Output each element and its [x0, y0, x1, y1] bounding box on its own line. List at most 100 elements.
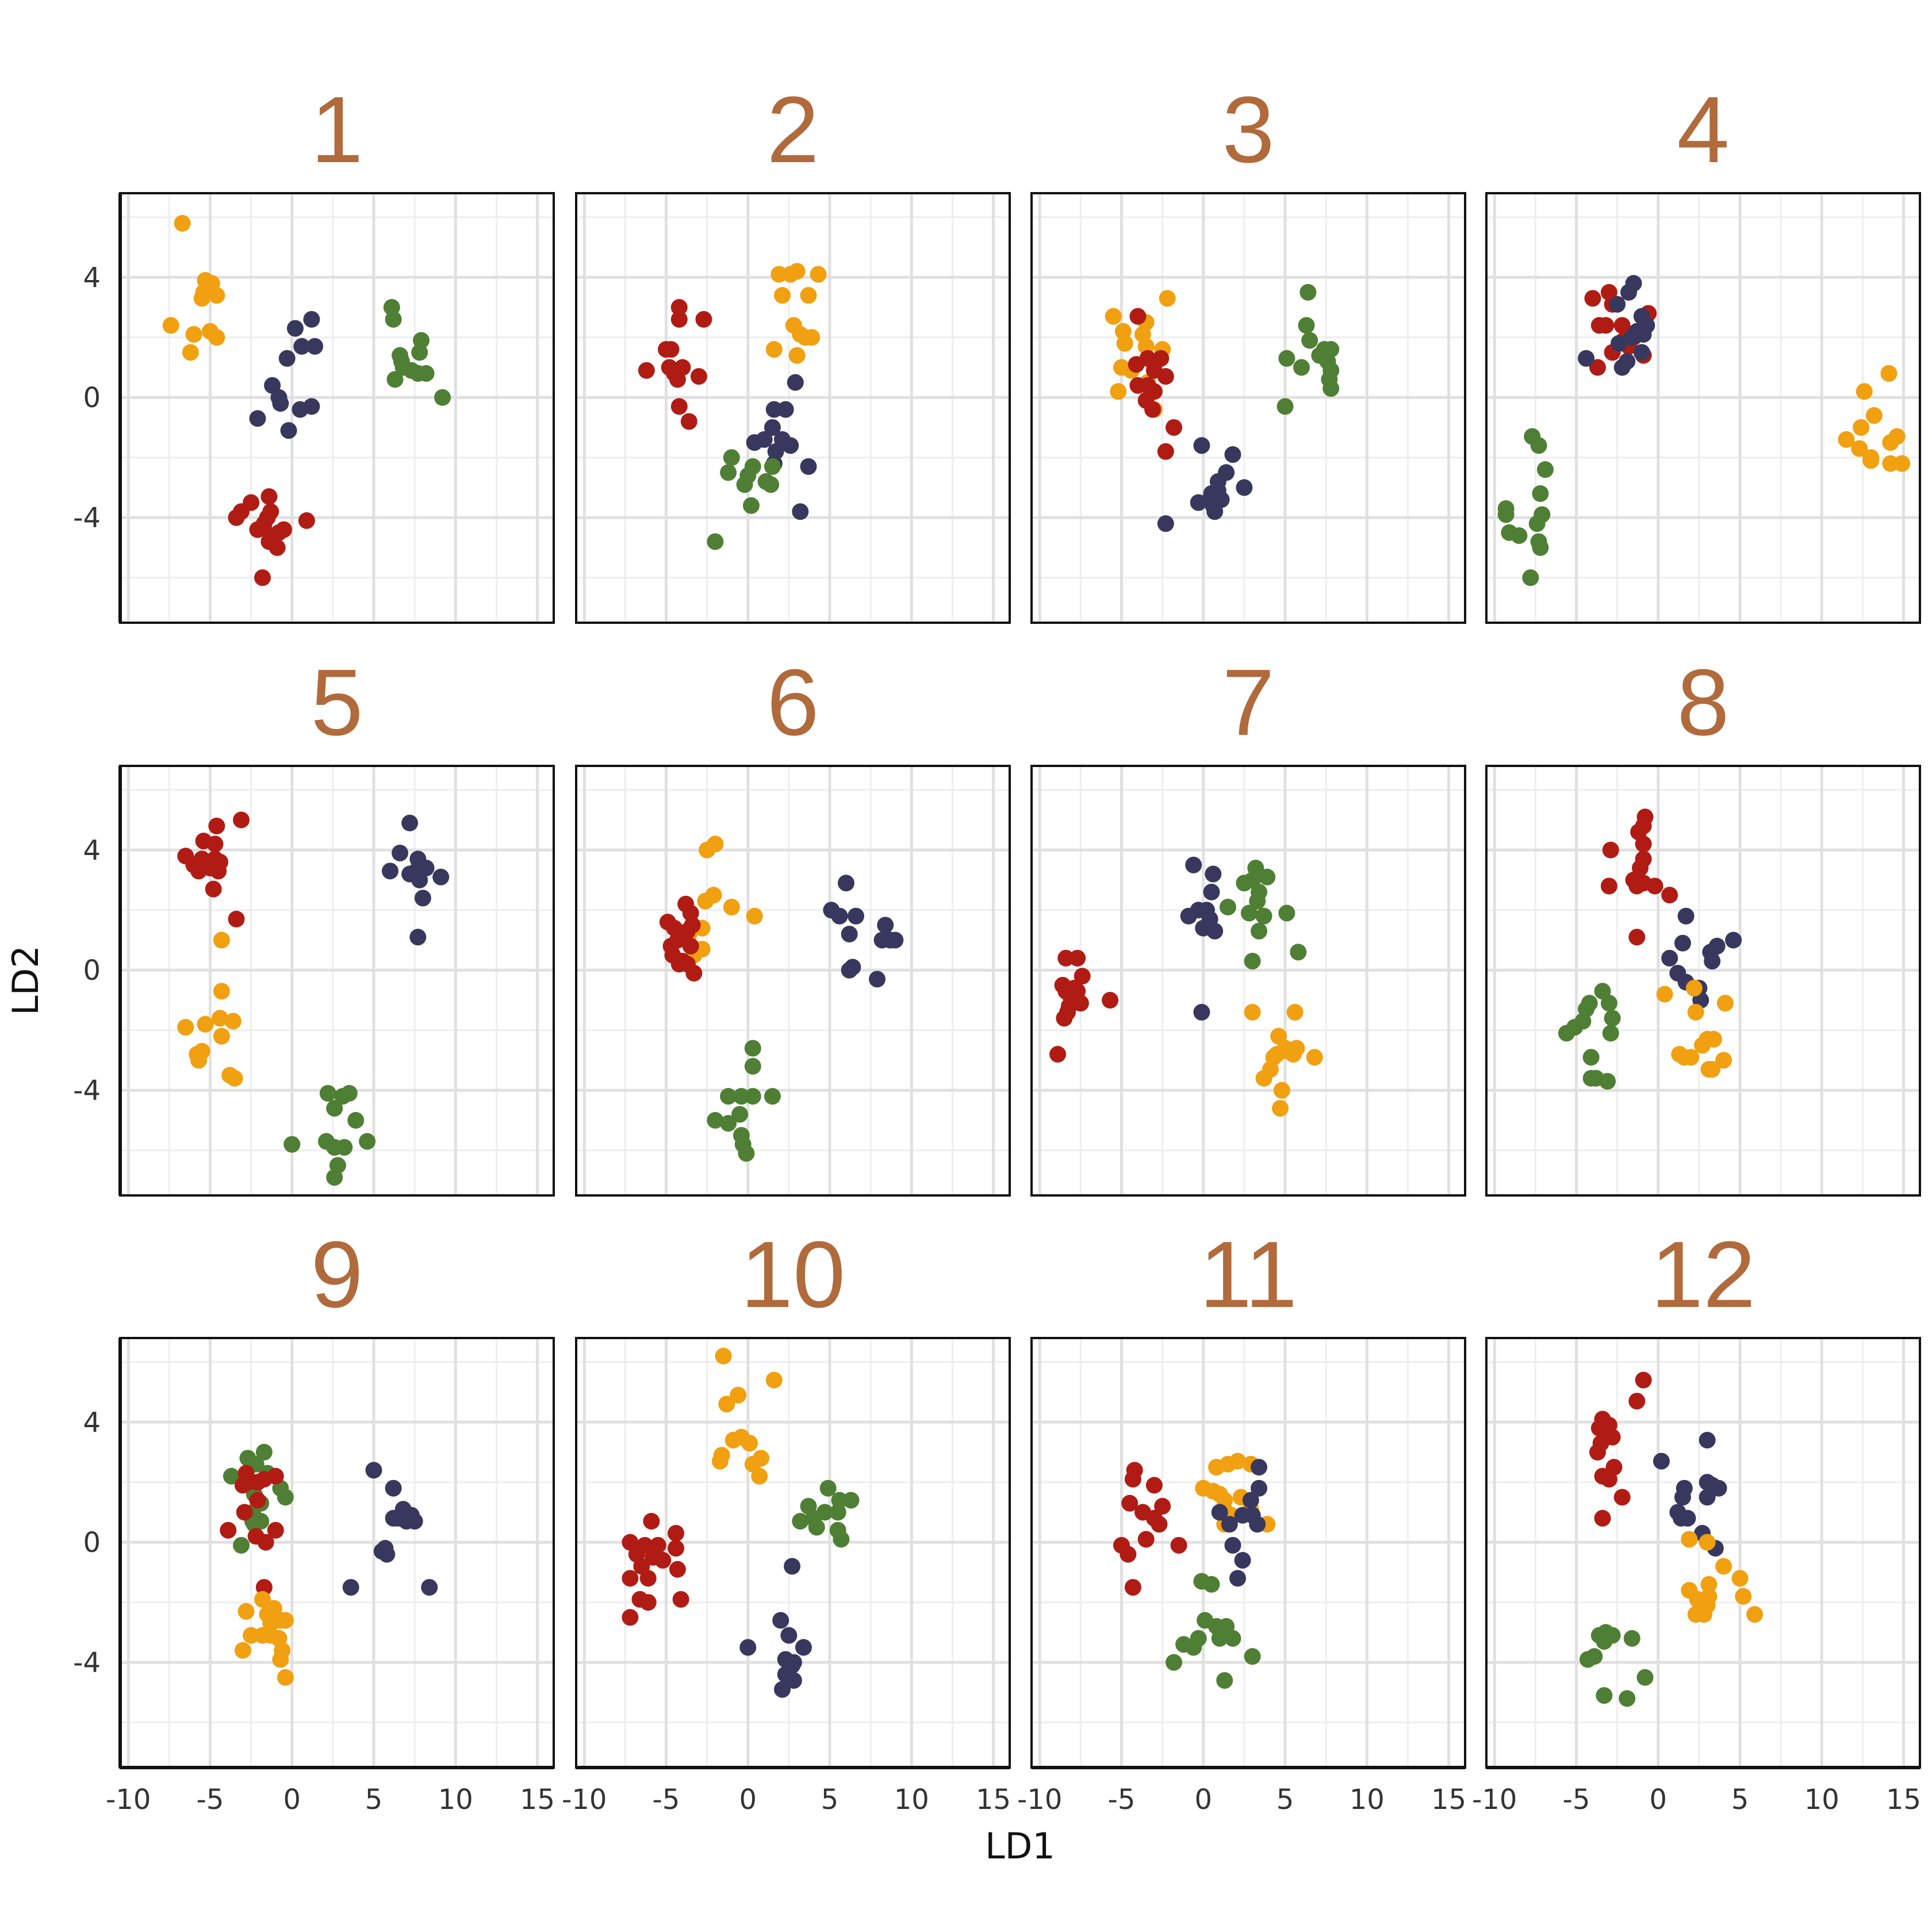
data-point — [347, 1111, 365, 1129]
series-navy — [342, 1462, 438, 1596]
data-point — [1676, 1049, 1693, 1066]
data-point — [1224, 1536, 1241, 1554]
series-green — [792, 1479, 860, 1548]
series-orange — [1656, 980, 1734, 1078]
data-point — [1219, 899, 1236, 916]
data-point — [262, 1615, 279, 1632]
data-point — [213, 1028, 230, 1045]
facet-panel-8: 8 — [1485, 650, 1921, 1197]
y-tick-label: -4 — [73, 502, 101, 534]
facet-panel-9: 9 — [118, 1222, 555, 1769]
data-point — [765, 1371, 783, 1389]
data-point — [278, 350, 296, 367]
data-point — [234, 1477, 251, 1494]
data-point — [185, 326, 202, 343]
x-tick-label: 10 — [1804, 1784, 1839, 1816]
data-point — [668, 1525, 685, 1542]
gridlines — [1486, 766, 1920, 1195]
data-point — [162, 317, 179, 334]
data-point — [1249, 1516, 1266, 1533]
data-point — [744, 1040, 761, 1057]
data-point — [1190, 494, 1207, 511]
data-point — [782, 437, 799, 454]
data-point — [208, 287, 225, 304]
data-point — [1880, 365, 1897, 382]
data-point — [1116, 335, 1133, 352]
panel-title: 2 — [766, 77, 819, 182]
data-point — [1124, 1471, 1141, 1488]
data-point — [622, 1609, 639, 1626]
data-point — [1229, 1570, 1247, 1587]
data-point — [208, 817, 225, 834]
data-point — [1715, 1052, 1732, 1069]
data-point — [1211, 1504, 1228, 1521]
data-point — [326, 1169, 343, 1186]
data-point — [432, 868, 450, 885]
data-point — [1600, 877, 1617, 895]
x-axis: -10 -5 0 5 10 15 -10 -5 0 5 10 15 -10 -5 0 5 10 15 -10 -5 0 5… — [106, 1784, 1921, 1816]
data-point — [1674, 1489, 1691, 1506]
data-point — [1656, 986, 1673, 1003]
data-point — [434, 389, 451, 406]
data-point — [1536, 461, 1554, 478]
data-point — [762, 476, 780, 493]
data-point — [680, 413, 697, 430]
panel-title: 11 — [1199, 1222, 1297, 1327]
data-point — [1725, 931, 1742, 949]
data-point — [795, 1639, 812, 1656]
data-point — [1306, 1049, 1323, 1066]
data-point — [746, 907, 763, 925]
data-point — [670, 398, 688, 415]
data-point — [223, 1467, 240, 1485]
data-point — [249, 1492, 266, 1509]
y-tick-label: 0 — [83, 1527, 101, 1559]
series-navy — [381, 814, 450, 946]
data-point — [1596, 1687, 1613, 1704]
data-point — [697, 892, 714, 910]
y-tick-label: -4 — [73, 1647, 101, 1679]
data-point — [1278, 904, 1295, 922]
data-point — [720, 464, 737, 481]
data-point — [800, 287, 817, 304]
data-point — [417, 365, 435, 382]
data-point — [1710, 1479, 1727, 1497]
data-point — [751, 1467, 768, 1485]
data-point — [1110, 383, 1127, 400]
data-point — [784, 1558, 801, 1575]
data-point — [1145, 1477, 1163, 1494]
x-tick-label: -10 — [562, 1784, 607, 1816]
data-point — [707, 1111, 724, 1129]
gridlines — [1032, 1338, 1465, 1768]
x-tick-label: 5 — [1276, 1784, 1294, 1816]
series-red — [1600, 808, 1678, 946]
series-navy — [739, 1558, 812, 1698]
data-point — [234, 1642, 251, 1659]
data-point — [1610, 335, 1627, 352]
series-navy — [823, 875, 904, 988]
data-point — [359, 1133, 376, 1150]
data-point — [707, 533, 724, 550]
data-point — [267, 1521, 284, 1539]
panel-frame — [1485, 765, 1921, 1197]
data-point — [272, 1651, 289, 1668]
data-point — [780, 1627, 798, 1644]
series-orange — [1244, 1003, 1323, 1117]
data-point — [365, 1462, 382, 1479]
data-point — [228, 509, 245, 526]
facet-panel-2: 2 — [575, 77, 1011, 624]
series-green — [707, 1040, 781, 1162]
facet-panel-6: 6 — [575, 650, 1011, 1197]
data-point — [1185, 1639, 1202, 1656]
y-tick-label: 0 — [83, 382, 101, 414]
x-tick-label: -10 — [106, 1784, 151, 1816]
series-orange — [1681, 1531, 1764, 1623]
y-tick-label: 4 — [83, 1406, 101, 1439]
data-point — [785, 1672, 802, 1689]
data-point — [1704, 953, 1721, 970]
data-point — [414, 890, 431, 907]
data-point — [1594, 1509, 1611, 1527]
data-point — [639, 1570, 657, 1587]
series-green — [1219, 860, 1307, 970]
data-point — [670, 956, 688, 973]
series-red — [1128, 308, 1183, 460]
